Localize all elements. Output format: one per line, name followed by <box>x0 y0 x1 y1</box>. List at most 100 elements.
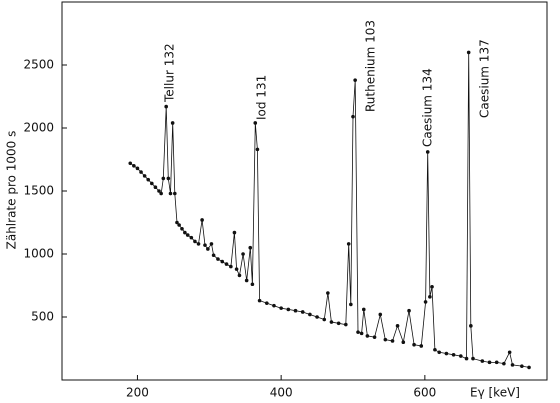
data-point <box>248 245 253 250</box>
data-point <box>203 243 207 247</box>
data-point <box>326 291 330 295</box>
data-point <box>180 227 184 231</box>
y-tick-label: 2500 <box>23 58 54 72</box>
data-point <box>257 298 262 303</box>
data-point <box>437 350 442 355</box>
data-point <box>224 262 229 266</box>
annotation: Tellur 132 <box>163 43 177 103</box>
data-point <box>308 312 312 317</box>
data-point <box>353 78 357 82</box>
data-point <box>322 317 327 322</box>
annotation: Ruthenium 103 <box>364 20 378 112</box>
data-point <box>423 300 428 304</box>
data-point <box>279 306 283 310</box>
data-point <box>378 312 383 317</box>
data-point <box>507 350 512 355</box>
data-point <box>527 365 531 370</box>
data-point <box>175 220 179 225</box>
data-point <box>329 320 334 324</box>
data-point <box>168 191 173 196</box>
data-point <box>466 50 471 55</box>
data-point <box>464 356 469 361</box>
x-tick-label: 200 <box>126 386 149 400</box>
data-point <box>164 104 168 109</box>
data-point <box>161 176 166 181</box>
data-point <box>229 264 233 269</box>
data-point <box>520 364 524 368</box>
data-point <box>173 191 177 196</box>
data-point <box>469 324 473 328</box>
data-point <box>146 177 151 182</box>
data-point <box>419 344 424 348</box>
data-point <box>293 308 298 313</box>
data-point <box>241 252 245 256</box>
data-point <box>407 308 411 313</box>
data-point <box>200 218 204 222</box>
data-point <box>193 239 197 244</box>
y-tick-label: 500 <box>31 310 54 324</box>
data-point <box>250 282 255 287</box>
y-tick-label: 2000 <box>23 121 54 135</box>
data-point <box>336 321 341 326</box>
data-point <box>170 121 175 125</box>
data-point <box>185 233 190 237</box>
data-point <box>349 302 353 307</box>
data-point <box>451 353 456 357</box>
data-point <box>510 363 515 367</box>
data-point <box>150 181 154 186</box>
data-point <box>232 230 237 235</box>
data-point <box>159 191 163 196</box>
data-point <box>425 150 430 154</box>
data-point <box>361 307 366 312</box>
data-point <box>346 242 351 246</box>
data-point <box>359 331 364 336</box>
data-point <box>220 259 225 264</box>
x-tick-label: 400 <box>270 386 293 400</box>
spectrum-line <box>130 52 530 368</box>
data-point <box>135 166 140 171</box>
data-point <box>433 347 437 352</box>
data-point <box>264 301 269 305</box>
data-point <box>211 253 216 258</box>
data-point <box>390 339 395 343</box>
y-tick-label: 1000 <box>23 247 54 261</box>
data-point <box>480 359 485 363</box>
data-point <box>183 230 187 235</box>
data-point <box>237 273 242 278</box>
data-point <box>166 176 171 181</box>
data-point <box>344 322 348 327</box>
data-point <box>458 354 463 358</box>
annotation: Caesium 137 <box>478 39 492 118</box>
plot-frame <box>61 1 548 381</box>
data-point <box>177 223 181 227</box>
data-point <box>139 170 143 174</box>
data-point <box>286 307 291 312</box>
data-point <box>189 235 194 240</box>
data-point <box>196 242 201 246</box>
x-tick-label: 600 <box>413 386 436 400</box>
data-point <box>383 337 388 342</box>
data-point <box>502 361 506 366</box>
data-point <box>351 114 355 119</box>
data-point <box>487 360 492 365</box>
data-point <box>365 334 370 338</box>
data-point <box>128 161 133 166</box>
data-point <box>153 185 158 190</box>
data-point <box>255 147 260 152</box>
data-point <box>356 330 360 334</box>
data-point <box>132 164 136 168</box>
data-point <box>253 121 258 125</box>
y-axis-label: Zählrate pro 1000 s <box>5 131 19 250</box>
data-point <box>315 315 319 319</box>
data-point <box>401 340 406 345</box>
data-point <box>494 360 499 365</box>
data-point <box>300 310 305 314</box>
data-point <box>206 247 210 251</box>
data-point <box>157 189 161 193</box>
data-point <box>471 356 475 361</box>
data-point <box>234 267 239 271</box>
data-point <box>209 242 214 246</box>
data-point <box>444 351 449 356</box>
